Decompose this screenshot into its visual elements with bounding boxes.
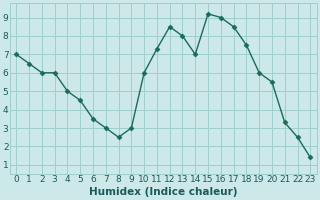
X-axis label: Humidex (Indice chaleur): Humidex (Indice chaleur): [89, 187, 237, 197]
